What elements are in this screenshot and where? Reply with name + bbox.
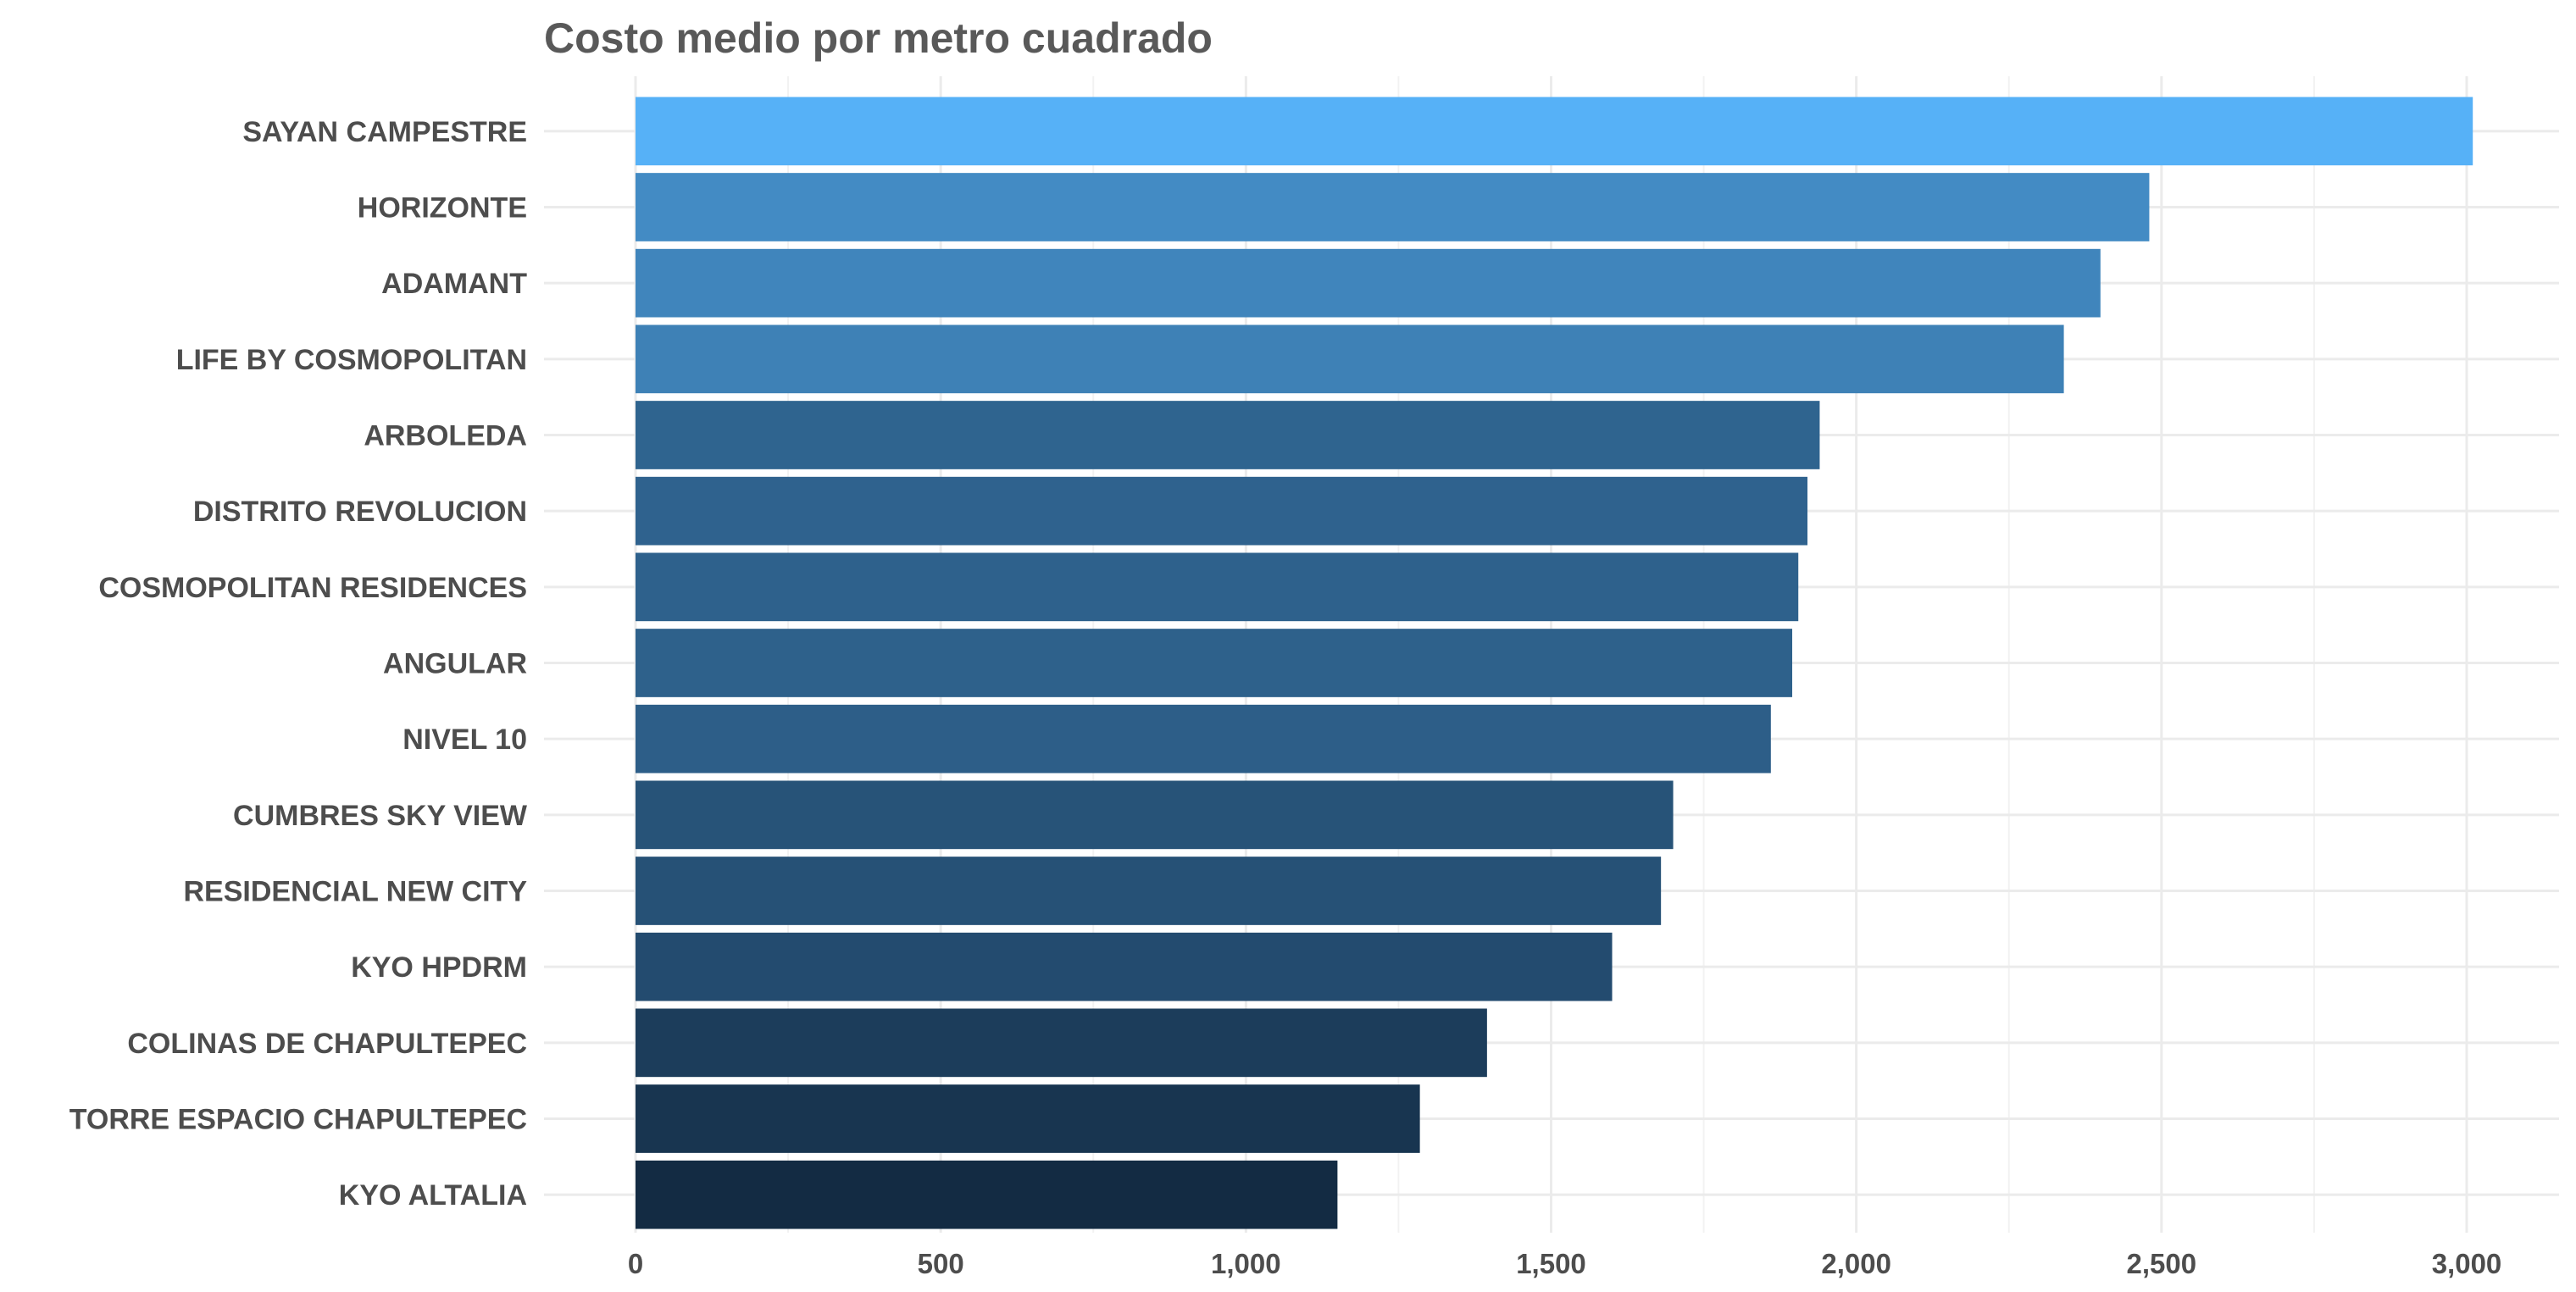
- x-tick-label: 0: [628, 1248, 643, 1279]
- category-label: CUMBRES SKY VIEW: [233, 800, 528, 832]
- category-label: COSMOPOLITAN RESIDENCES: [98, 572, 527, 604]
- x-tick-label: 1,500: [1516, 1248, 1586, 1279]
- category-label: NIVEL 10: [402, 724, 527, 756]
- category-label: SAYAN CAMPESTRE: [242, 116, 527, 148]
- category-label: ANGULAR: [383, 648, 527, 680]
- x-tick-labels: 0 500 1,000 1,500 2,000 2,500 3,000: [628, 1248, 2501, 1279]
- category-label: LIFE BY COSMOPOLITAN: [176, 344, 527, 376]
- bar: [636, 476, 1808, 546]
- bar: [636, 780, 1674, 850]
- x-tick-label: 500: [918, 1248, 964, 1279]
- bar: [636, 932, 1613, 1001]
- category-label: KYO ALTALIA: [339, 1179, 527, 1212]
- category-label: ARBOLEDA: [364, 420, 527, 452]
- bar: [636, 173, 2150, 241]
- category-labels: SAYAN CAMPESTRE HORIZONTE ADAMANT LIFE BY C…: [69, 116, 528, 1212]
- bar: [636, 629, 1793, 697]
- bar: [636, 1084, 1420, 1153]
- bar: [636, 1160, 1338, 1229]
- bar: [636, 97, 2473, 166]
- bar: [636, 324, 2064, 394]
- category-label: RESIDENCIAL NEW CITY: [183, 876, 527, 908]
- bars: [636, 97, 2473, 1229]
- bar: [636, 248, 2101, 318]
- x-tick-label: 2,500: [2127, 1248, 2197, 1279]
- bar: [636, 552, 1799, 622]
- x-tick-label: 2,000: [1821, 1248, 1891, 1279]
- category-label: TORRE ESPACIO CHAPULTEPEC: [69, 1104, 527, 1136]
- bar: [636, 401, 1820, 469]
- bar: [636, 857, 1662, 925]
- category-label: COLINAS DE CHAPULTEPEC: [127, 1028, 527, 1060]
- category-label: HORIZONTE: [358, 192, 527, 225]
- bar: [636, 704, 1771, 774]
- x-tick-label: 1,000: [1211, 1248, 1281, 1279]
- chart-title: Costo medio por metro cuadrado: [544, 14, 1213, 62]
- category-label: ADAMANT: [381, 268, 527, 300]
- x-tick-label: 3,000: [2432, 1248, 2502, 1279]
- category-label: KYO HPDRM: [351, 951, 527, 984]
- category-label: DISTRITO REVOLUCION: [193, 496, 527, 528]
- bar: [636, 1008, 1487, 1078]
